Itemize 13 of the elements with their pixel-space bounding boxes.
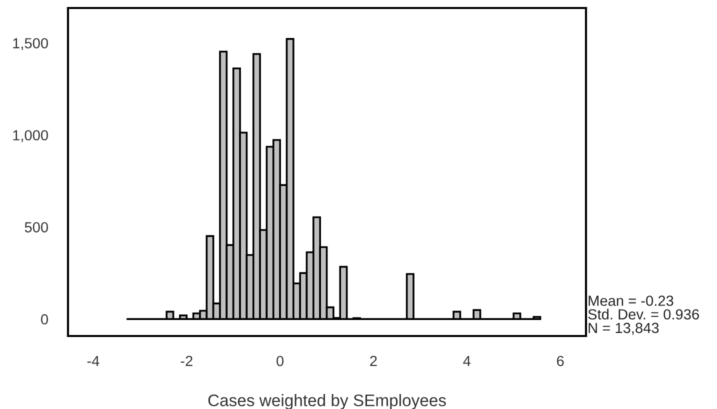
- y-tick-label: 500: [24, 222, 48, 232]
- x-tick-label: -4: [87, 356, 100, 366]
- text: Std. Dev. = 0.936: [588, 308, 699, 320]
- x-tick-label: 4: [463, 356, 471, 366]
- y-tick-label: 1,000: [13, 130, 48, 142]
- y-tick-label: 0: [41, 314, 48, 324]
- text: N = 13,843: [588, 322, 659, 335]
- x-tick-label: 6: [556, 356, 564, 366]
- x-tick-label: 2: [370, 356, 377, 366]
- x-tick-label: -2: [180, 356, 192, 366]
- y-tick-label: 1,500: [13, 38, 48, 50]
- x-tick-label: 0: [276, 356, 284, 366]
- text: Mean = -0.23: [588, 296, 674, 306]
